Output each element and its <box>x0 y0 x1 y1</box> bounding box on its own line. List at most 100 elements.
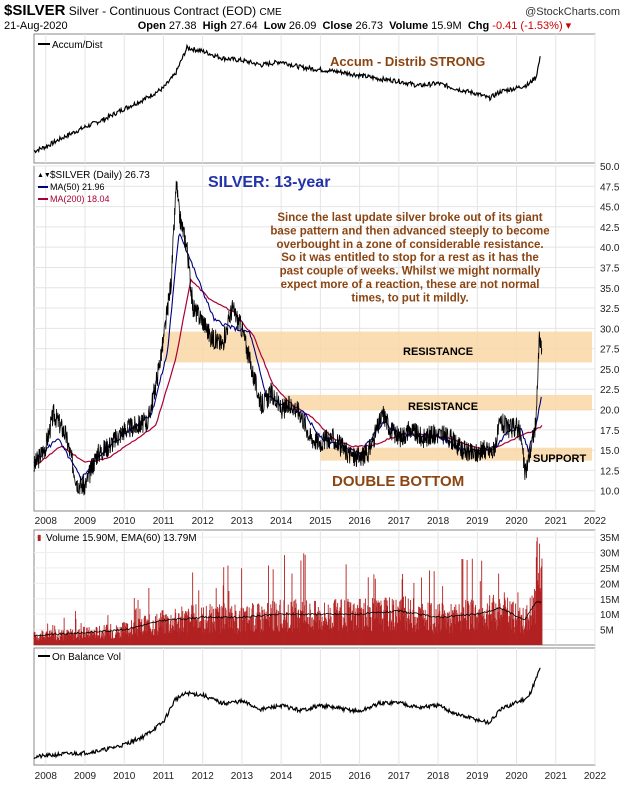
volume-ema60-line <box>33 600 542 637</box>
chart-title: SILVER: 13-year <box>208 174 330 191</box>
price-y-tick: 15.0 <box>600 446 620 457</box>
price-x-tick: 2011 <box>153 516 175 527</box>
accum-dist-line <box>33 43 541 154</box>
price-y-tick: 47.5 <box>600 182 620 193</box>
price-y-tick: 32.5 <box>600 304 620 315</box>
obv-x-tick: 2020 <box>505 771 528 782</box>
high-value: 27.64 <box>230 20 258 32</box>
price-legend-icon: ▲▼ <box>37 172 51 179</box>
price-y-tick: 35.0 <box>600 284 620 295</box>
volume-y-tick: 25M <box>600 564 619 575</box>
price-y-tick: 37.5 <box>600 263 620 274</box>
obv-x-tick: 2008 <box>35 771 58 782</box>
price-x-tick: 2019 <box>466 516 489 527</box>
resistance-upper-label: RESISTANCE <box>403 346 473 358</box>
obv-x-tick: 2022 <box>584 771 607 782</box>
close-value: 26.73 <box>355 20 384 32</box>
price-x-tick: 2009 <box>74 516 97 527</box>
down-arrow-icon: ▾ <box>565 20 572 32</box>
commentary-line: overbought in a zone of considerable res… <box>276 239 543 251</box>
obv-x-tick: 2021 <box>545 771 568 782</box>
obv-x-tick: 2014 <box>270 771 293 782</box>
price-y-tick: 22.5 <box>600 385 620 396</box>
commentary-line: expect more of a reaction, these are not… <box>281 279 540 291</box>
close-label: Close <box>322 20 353 32</box>
price-x-tick: 2021 <box>545 516 568 527</box>
description: Silver - Continuous Contract (EOD) <box>68 4 257 18</box>
chart-header-line1: $SILVER Silver - Continuous Contract (EO… <box>4 2 282 19</box>
volume-y-tick: 20M <box>600 579 619 590</box>
chart-header-line2: 21-Aug-2020 Open 27.38 High 27.64 Low 26… <box>4 19 571 32</box>
volume-value: 15.9M <box>431 20 462 32</box>
commentary-line: base pattern and then advanced steeply t… <box>270 225 549 237</box>
low-label: Low <box>263 20 286 32</box>
support-label: SUPPORT <box>533 453 586 465</box>
price-y-tick: 10.0 <box>600 487 620 498</box>
date: 21-Aug-2020 <box>4 20 68 32</box>
price-legend-symbol: $SILVER (Daily) 26.73 <box>50 170 150 181</box>
price-x-tick: 2013 <box>231 516 254 527</box>
volume-y-tick: 15M <box>600 595 619 606</box>
volume-y-tick: 35M <box>600 533 619 544</box>
volume-legend-icon: ▮ <box>37 533 41 542</box>
volume-y-tick: 5M <box>600 626 614 637</box>
obv-x-tick: 2016 <box>348 771 371 782</box>
obv-x-tick: 2015 <box>309 771 332 782</box>
price-y-tick: 45.0 <box>600 203 620 214</box>
resistance-lower-label: RESISTANCE <box>408 401 478 413</box>
exchange: CME <box>259 7 282 18</box>
open-value: 27.38 <box>168 20 197 32</box>
price-x-tick: 2017 <box>388 516 411 527</box>
price-x-tick: 2012 <box>192 516 215 527</box>
resistance-zone-upper <box>163 331 592 363</box>
volume-bars <box>33 537 543 645</box>
price-x-tick: 2018 <box>427 516 450 527</box>
commentary-line: times, to put it mildly. <box>351 292 468 304</box>
price-legend-ma200: MA(200) 18.04 <box>50 194 110 204</box>
accum-legend: Accum/Dist <box>52 40 103 51</box>
price-y-tick: 40.0 <box>600 243 620 254</box>
accum-dist-panel <box>33 33 596 164</box>
price-x-tick: 2016 <box>348 516 371 527</box>
price-y-tick: 50.0 <box>600 162 620 173</box>
price-y-tick: 42.5 <box>600 223 620 234</box>
obv-x-tick: 2009 <box>74 771 97 782</box>
volume-y-tick: 10M <box>600 610 619 621</box>
obv-x-tick: 2010 <box>113 771 136 782</box>
stockcharts-logo: @StockCharts.com <box>525 6 620 18</box>
symbol: $SILVER <box>4 2 66 19</box>
accum-annotation: Accum - Distrib STRONG <box>330 54 485 69</box>
commentary-line: past couple of weeks. Whilst we might no… <box>280 266 541 278</box>
price-legend-ma50: MA(50) 21.96 <box>50 182 105 192</box>
price-x-tick: 2010 <box>113 516 136 527</box>
price-x-tick: 2014 <box>270 516 293 527</box>
price-y-tick: 25.0 <box>600 365 620 376</box>
obv-x-tick: 2011 <box>153 771 175 782</box>
price-x-tick: 2020 <box>505 516 528 527</box>
price-y-tick: 12.5 <box>600 466 620 477</box>
price-y-tick: 30.0 <box>600 324 620 335</box>
price-y-tick: 27.5 <box>600 345 620 356</box>
price-x-tick: 2022 <box>584 516 607 527</box>
price-x-tick: 2015 <box>309 516 332 527</box>
price-x-tick: 2008 <box>35 516 58 527</box>
volume-y-tick: 30M <box>600 549 619 560</box>
obv-x-tick: 2017 <box>388 771 411 782</box>
high-label: High <box>202 20 228 32</box>
low-value: 26.09 <box>288 20 317 32</box>
obv-x-tick: 2019 <box>466 771 489 782</box>
obv-x-tick: 2018 <box>427 771 450 782</box>
obv-x-tick: 2012 <box>192 771 215 782</box>
open-label: Open <box>137 20 166 32</box>
volume-legend: Volume 15.90M, EMA(60) 13.79M <box>46 533 197 544</box>
volume-label: Volume <box>389 20 429 32</box>
chg-label: Chg <box>467 20 490 32</box>
silver-price-line <box>33 180 543 496</box>
commentary-line: So it was entitled to stop for a rest as… <box>281 252 539 264</box>
obv-legend: On Balance Vol <box>52 652 121 663</box>
price-y-tick: 20.0 <box>600 406 620 417</box>
commentary-line: Since the last update silver broke out o… <box>277 212 542 224</box>
price-y-tick: 17.5 <box>600 426 620 437</box>
obv-line <box>33 667 541 760</box>
